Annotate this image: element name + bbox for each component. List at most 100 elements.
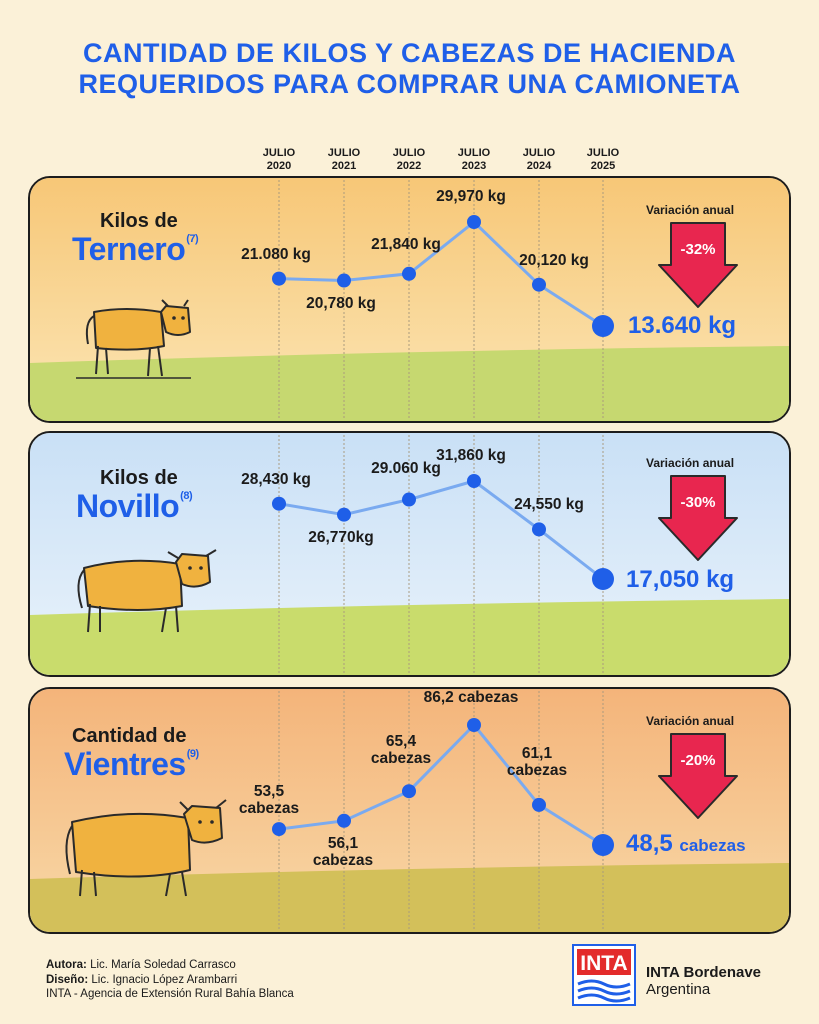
year-header-line2: 2022 xyxy=(396,160,422,172)
grass xyxy=(30,599,789,675)
data-label-value: 31,860 kg xyxy=(436,447,506,464)
data-point xyxy=(337,507,351,522)
data-label: 86,2 cabezas xyxy=(406,689,536,706)
novillo-title-line2: Novillo(8) xyxy=(76,488,193,524)
logo-text: INTA xyxy=(580,952,627,975)
data-label: 26,770kg xyxy=(276,529,406,546)
ternero-final-value: 13.640 kg xyxy=(628,312,737,339)
grass xyxy=(30,863,789,932)
series-line xyxy=(278,220,604,328)
credits: Autora: Lic. María Soledad Carrasco Dise… xyxy=(46,958,294,1002)
vientres-final-value: 48,5 cabezas xyxy=(626,830,746,857)
year-header-line2: 2025 xyxy=(590,160,616,172)
year-header-line2: 2021 xyxy=(331,160,357,172)
grass xyxy=(30,346,789,421)
org-line-1: INTA Bordenave xyxy=(646,964,762,981)
page-title: CANTIDAD DE KILOS Y CABEZAS DE HACIENDA … xyxy=(0,38,819,100)
data-point xyxy=(402,784,416,799)
data-label: 53,5 cabezas xyxy=(204,783,334,817)
agency-line: INTA - Agencia de Extensión Rural Bahía … xyxy=(46,988,294,1000)
data-label: 29.060 kg xyxy=(341,460,471,477)
data-label: 21.080 kg xyxy=(211,246,341,263)
ternero-down-arrow-icon xyxy=(658,222,738,308)
data-point xyxy=(337,273,351,288)
vientres-variation-header: Variación anual xyxy=(646,714,735,728)
vientres-down-arrow-icon xyxy=(658,733,738,819)
data-point xyxy=(402,492,416,507)
data-point xyxy=(467,718,481,732)
year-header: JULIO 2023 xyxy=(444,147,504,173)
data-label: 61,1 cabezas xyxy=(472,745,602,779)
data-label-value: 21,840 kg xyxy=(371,235,441,253)
data-label: 29,970 kg xyxy=(406,188,536,205)
data-point xyxy=(592,568,614,590)
data-label-unit: cabezas xyxy=(312,851,374,869)
data-point xyxy=(272,496,286,511)
novillo-final-value: 17,050 kg xyxy=(626,566,735,593)
design-line: Diseño: Lic. Ignacio López Arambarri xyxy=(46,973,238,986)
data-label: 20,780 kg xyxy=(276,295,406,312)
data-label: 65,4 cabezas xyxy=(336,733,466,767)
year-header-line2: 2023 xyxy=(461,160,487,172)
data-label-value: 20,780 kg xyxy=(306,294,376,312)
title-line-1: CANTIDAD DE KILOS Y CABEZAS DE HACIENDA xyxy=(82,38,737,68)
ternero-title-line2: Ternero(7) xyxy=(72,231,199,267)
author-line: Autora: Lic. María Soledad Carrasco xyxy=(46,959,236,971)
novillo-variation-value: -30% xyxy=(680,494,716,511)
data-label-unit: cabezas xyxy=(506,761,568,779)
data-point xyxy=(467,215,481,229)
year-header-line1: JULIO xyxy=(522,147,556,159)
org-name: INTA Bordenave Argentina xyxy=(646,964,761,998)
data-label-value: 24,550 kg xyxy=(514,496,584,514)
data-label: 28,430 kg xyxy=(211,471,341,488)
ternero-title-line1: Kilos de xyxy=(100,210,178,232)
cow-illustration xyxy=(65,799,227,897)
data-label-value: 56,1 xyxy=(327,834,359,852)
data-label-value: 29.060 kg xyxy=(371,459,441,477)
data-point xyxy=(592,834,614,856)
vientres-variation-value: -20% xyxy=(680,752,716,769)
data-point xyxy=(402,266,416,281)
title-line-2: REQUERIDOS PARA COMPRAR UNA CAMIONETA xyxy=(78,69,741,99)
data-label: 56,1 cabezas xyxy=(278,835,408,869)
data-point xyxy=(532,522,546,537)
steer-illustration xyxy=(77,549,217,633)
data-label-value: 65,4 xyxy=(385,733,417,751)
data-label-value: 21.080 kg xyxy=(241,245,311,263)
year-header: JULIO 2022 xyxy=(379,147,439,173)
year-header: JULIO 2024 xyxy=(509,147,569,173)
year-header-line1: JULIO xyxy=(586,147,620,159)
data-label: 31,860 kg xyxy=(406,447,536,464)
org-line-2: Argentina xyxy=(646,981,711,998)
data-label-value: 28,430 kg xyxy=(241,470,311,488)
year-header-line1: JULIO xyxy=(392,147,426,159)
data-label-value: 86,2 cabezas xyxy=(423,689,519,706)
year-header-line1: JULIO xyxy=(327,147,361,159)
data-label-value: 20,120 kg xyxy=(519,251,589,269)
data-label-value: 26,770kg xyxy=(308,528,374,546)
data-point xyxy=(272,822,286,837)
data-label-value: 53,5 xyxy=(253,783,285,801)
panel-novillo xyxy=(28,431,791,677)
data-label: 24,550 kg xyxy=(484,496,614,513)
ternero-variation-header: Variación anual xyxy=(646,203,735,217)
year-header: JULIO 2020 xyxy=(249,147,309,173)
data-label: 21,840 kg xyxy=(341,236,471,253)
data-point xyxy=(532,277,546,292)
year-header: JULIO 2025 xyxy=(573,147,633,173)
data-point xyxy=(272,271,286,286)
series-line xyxy=(278,723,604,847)
vientres-title-line2: Vientres(9) xyxy=(64,746,199,782)
year-header-line1: JULIO xyxy=(457,147,491,159)
data-label-value: 61,1 xyxy=(521,744,553,762)
novillo-variation-header: Variación anual xyxy=(646,456,735,470)
data-point xyxy=(532,797,546,812)
data-label-unit: cabezas xyxy=(370,750,432,768)
panel-novillo-background xyxy=(30,433,789,675)
data-label-unit: cabezas xyxy=(238,800,300,818)
year-header-line2: 2024 xyxy=(526,160,552,172)
inta-logo: INTA xyxy=(572,944,636,1006)
data-point xyxy=(592,315,614,337)
year-header: JULIO 2021 xyxy=(314,147,374,173)
